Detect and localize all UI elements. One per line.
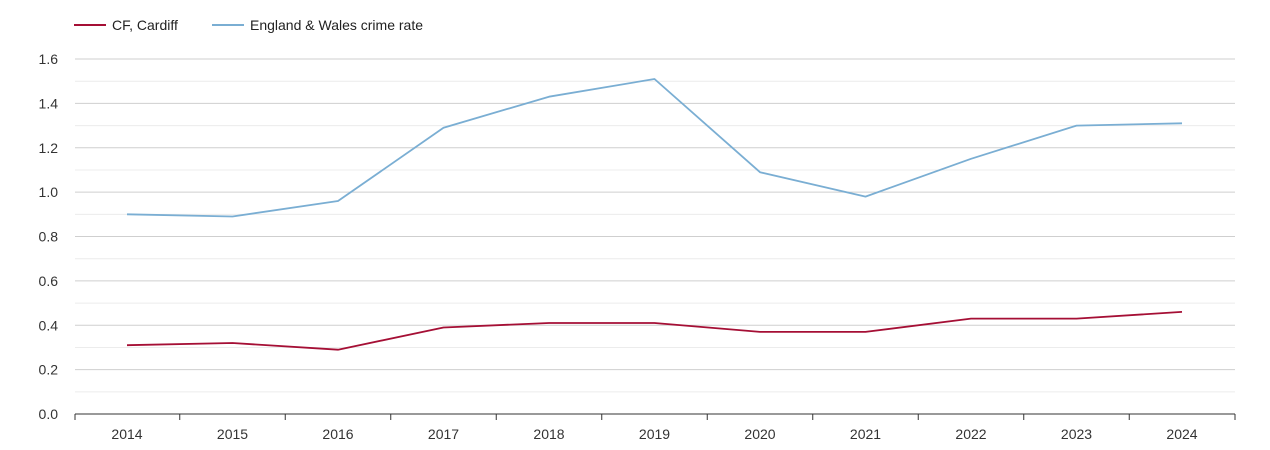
x-tick-label: 2019 — [639, 426, 670, 442]
y-tick-label: 1.2 — [39, 140, 59, 156]
x-tick-label: 2018 — [533, 426, 564, 442]
legend-item-cardiff[interactable]: CF, Cardiff — [74, 17, 178, 33]
y-tick-label: 0.6 — [39, 273, 59, 289]
legend-label-cardiff: CF, Cardiff — [112, 17, 178, 33]
y-tick-label: 1.6 — [39, 51, 59, 67]
grid — [75, 58, 1235, 393]
y-tick-label: 1.0 — [39, 184, 59, 200]
x-tick-label: 2022 — [955, 426, 986, 442]
x-tick-label: 2014 — [111, 426, 142, 442]
x-axis: 2014 2015 2016 2017 2018 2019 2020 2021 2022 2023… — [74, 413, 1236, 442]
x-tick-label: 2021 — [850, 426, 881, 442]
y-tick-label: 0.0 — [39, 406, 59, 422]
y-tick-label: 0.2 — [39, 362, 59, 378]
x-tick-label: 2023 — [1061, 426, 1092, 442]
x-tick-label: 2016 — [322, 426, 353, 442]
y-tick-label: 0.4 — [39, 317, 59, 333]
x-tick-label: 2015 — [217, 426, 248, 442]
x-tick-label: 2017 — [428, 426, 459, 442]
legend: CF, Cardiff England & Wales crime rate — [74, 17, 423, 33]
legend-item-england-wales[interactable]: England & Wales crime rate — [212, 17, 423, 33]
x-tick-label: 2020 — [744, 426, 775, 442]
y-axis: 0.0 0.2 0.4 0.6 0.8 1.0 1.2 1.4 1.6 — [39, 51, 59, 422]
series-line-england-wales[interactable] — [126, 78, 1183, 218]
series-lines — [126, 78, 1183, 351]
x-tick-label: 2024 — [1166, 426, 1197, 442]
legend-label-england-wales: England & Wales crime rate — [250, 17, 423, 33]
y-tick-label: 0.8 — [39, 229, 59, 245]
y-tick-label: 1.4 — [39, 95, 59, 111]
series-line-cardiff[interactable] — [126, 311, 1183, 351]
